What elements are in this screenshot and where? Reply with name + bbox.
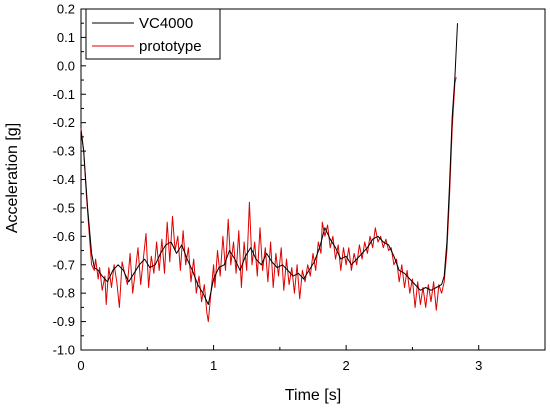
- y-tick-label: -0.4: [53, 172, 75, 187]
- x-tick-label: 2: [343, 358, 350, 373]
- x-axis-title: Time [s]: [285, 387, 341, 404]
- y-tick-label: -0.6: [53, 229, 75, 244]
- y-tick-label: -0.8: [53, 286, 75, 301]
- legend-label-vc4000: VC4000: [139, 15, 193, 32]
- x-tick-label: 3: [475, 358, 482, 373]
- legend-label-prototype: prototype: [139, 38, 202, 55]
- axes-layer: 0.2 0.1 0.0 -0.1 -0.2 -0.3 -0.4 -0.5 -0.6 -0.7 -0.…: [53, 2, 483, 374]
- series-line-vc4000: [80, 23, 458, 305]
- y-tick-label: 0.1: [57, 30, 75, 45]
- y-tick-label: -0.2: [53, 115, 75, 130]
- y-tick-label: -0.7: [53, 257, 75, 272]
- y-tick-label: -0.5: [53, 200, 75, 215]
- plot-frame: [80, 8, 546, 351]
- y-tick-label: 0.0: [57, 58, 75, 73]
- series-line-prototype: [80, 77, 457, 323]
- plot-border: [80, 8, 546, 351]
- x-tick-label: 1: [210, 358, 217, 373]
- x-tick-label: 0: [77, 358, 84, 373]
- legend-box: [85, 8, 221, 60]
- y-tick-label: 0.2: [57, 2, 75, 17]
- y-tick-label: -0.1: [53, 87, 75, 102]
- y-tick-label: -0.9: [53, 314, 75, 329]
- y-axis-title: Acceleration [g]: [4, 123, 21, 233]
- series-layer: [80, 23, 458, 323]
- legend: VC4000 prototype: [85, 8, 221, 60]
- y-tick-label: -1.0: [53, 343, 75, 358]
- y-tick-label: -0.3: [53, 144, 75, 159]
